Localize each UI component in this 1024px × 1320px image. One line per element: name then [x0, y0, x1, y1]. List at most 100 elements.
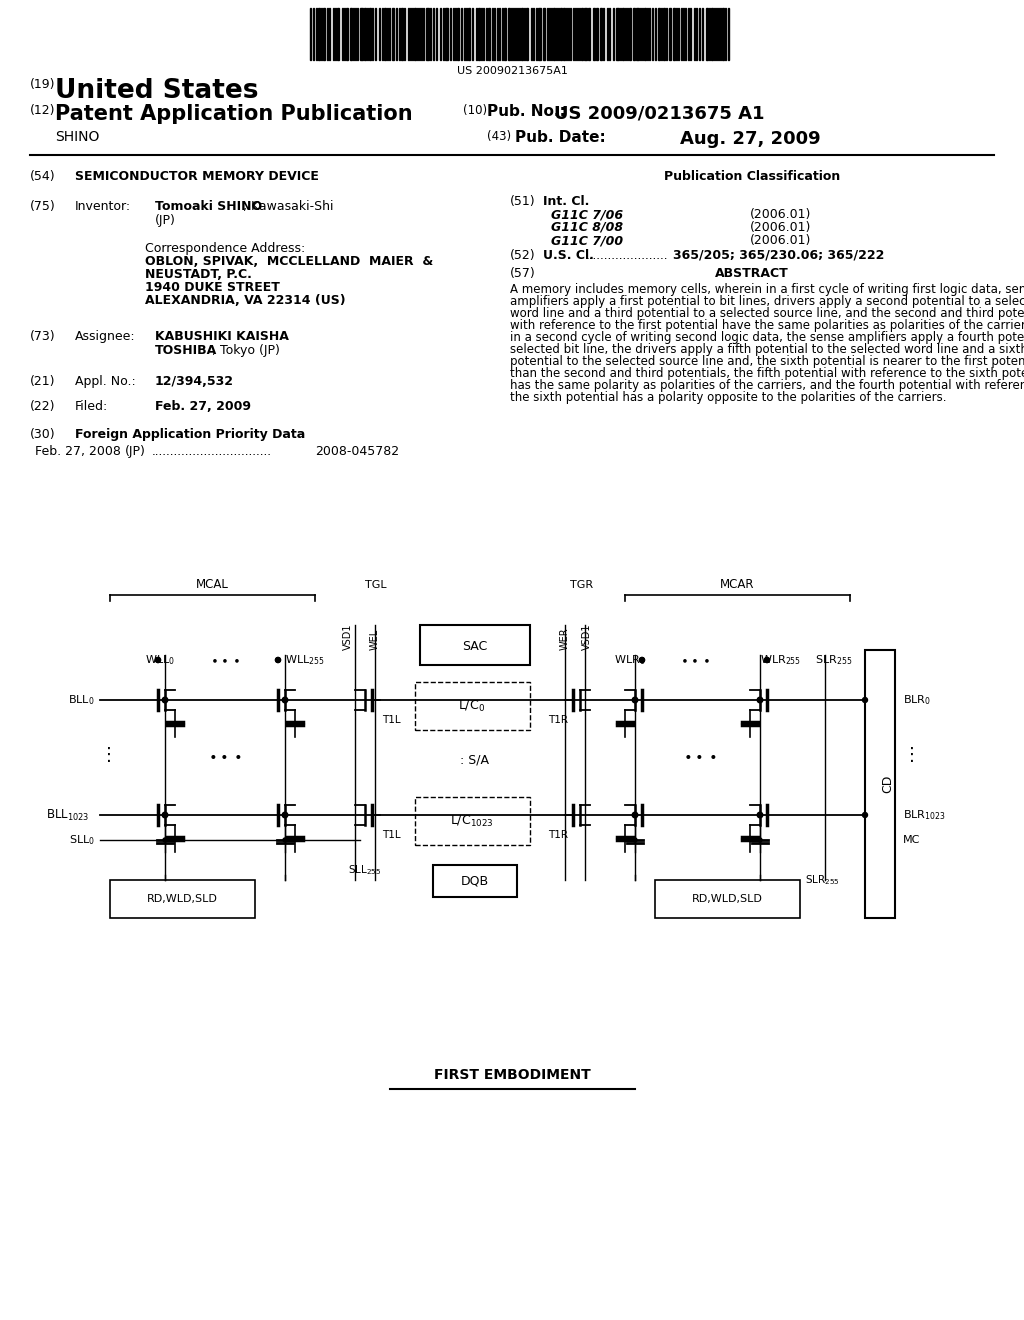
Circle shape	[640, 657, 644, 663]
Text: amplifiers apply a first potential to bit lines, drivers apply a second potentia: amplifiers apply a first potential to bi…	[510, 294, 1024, 308]
Text: $\vdots$: $\vdots$	[99, 746, 111, 764]
Text: $\bullet\bullet\bullet$: $\bullet\bullet\bullet$	[210, 653, 241, 667]
Text: KABUSHIKI KAISHA: KABUSHIKI KAISHA	[155, 330, 289, 343]
Text: Patent Application Publication: Patent Application Publication	[55, 104, 413, 124]
Bar	[433, 865, 517, 898]
Text: G11C 7/06: G11C 7/06	[551, 209, 624, 220]
Bar	[521, 8, 523, 59]
Text: WEL: WEL	[370, 628, 380, 649]
Bar	[616, 8, 618, 59]
Circle shape	[862, 697, 867, 702]
Text: WLL$_0$: WLL$_0$	[145, 653, 175, 667]
Circle shape	[632, 697, 638, 702]
Text: : S/A: : S/A	[461, 754, 489, 767]
Circle shape	[862, 813, 867, 817]
Text: $\bullet\bullet\bullet$: $\bullet\bullet\bullet$	[208, 748, 242, 762]
Bar	[865, 649, 895, 917]
Bar	[711, 8, 713, 59]
Text: BLL$_0$: BLL$_0$	[69, 693, 95, 708]
Text: $\vdots$: $\vdots$	[902, 746, 914, 764]
Text: CD: CD	[882, 775, 895, 793]
Bar	[420, 624, 530, 665]
Text: T1R: T1R	[548, 715, 568, 725]
Bar	[588, 8, 590, 59]
Text: SAC: SAC	[463, 639, 487, 652]
Circle shape	[156, 657, 161, 663]
Text: T1L: T1L	[382, 830, 400, 840]
Circle shape	[162, 812, 168, 818]
Bar	[600, 8, 602, 59]
Bar	[110, 880, 255, 917]
Text: T1R: T1R	[548, 830, 568, 840]
Text: US 20090213675A1: US 20090213675A1	[457, 66, 567, 77]
Text: (JP): (JP)	[125, 445, 145, 458]
Text: word line and a third potential to a selected source line, and the second and th: word line and a third potential to a sel…	[510, 308, 1024, 319]
Bar	[538, 8, 541, 59]
Bar	[478, 8, 480, 59]
Text: RD,WLD,SLD: RD,WLD,SLD	[691, 894, 763, 904]
Bar	[706, 8, 708, 59]
Text: has the same polarity as polarities of the carriers, and the fourth potential wi: has the same polarity as polarities of t…	[510, 379, 1024, 392]
Circle shape	[283, 697, 288, 702]
Text: (19): (19)	[30, 78, 55, 91]
Text: WLR$_0$: WLR$_0$	[614, 653, 646, 667]
Text: SHINO: SHINO	[55, 129, 99, 144]
Text: 1940 DUKE STREET: 1940 DUKE STREET	[145, 281, 280, 294]
Bar	[543, 8, 545, 59]
Text: WER: WER	[560, 627, 570, 649]
Bar	[655, 880, 800, 917]
Text: 365/205; 365/230.06; 365/222: 365/205; 365/230.06; 365/222	[673, 249, 885, 261]
Text: G11C 7/00: G11C 7/00	[551, 234, 624, 247]
Text: (51): (51)	[510, 195, 536, 209]
Circle shape	[283, 838, 287, 842]
Bar	[445, 8, 449, 59]
Text: ABSTRACT: ABSTRACT	[715, 267, 788, 280]
Text: (73): (73)	[30, 330, 55, 343]
Bar	[468, 8, 470, 59]
Text: $\bullet\bullet\bullet$: $\bullet\bullet\bullet$	[683, 748, 717, 762]
Bar	[426, 8, 429, 59]
Bar	[369, 8, 371, 59]
Text: Pub. Date:: Pub. Date:	[515, 129, 606, 145]
Text: (57): (57)	[510, 267, 536, 280]
Bar	[722, 8, 724, 59]
Text: MC: MC	[903, 836, 921, 845]
Circle shape	[765, 657, 769, 663]
Text: Filed:: Filed:	[75, 400, 109, 413]
Bar	[323, 8, 325, 59]
Bar	[508, 8, 510, 59]
Text: (2006.01): (2006.01)	[750, 220, 811, 234]
Text: Assignee:: Assignee:	[75, 330, 135, 343]
Bar	[633, 8, 635, 59]
Bar	[553, 8, 555, 59]
Text: SLL$_0$: SLL$_0$	[69, 833, 95, 847]
Text: L/C$_0$: L/C$_0$	[459, 698, 485, 714]
Text: NEUSTADT, P.C.: NEUSTADT, P.C.	[145, 268, 252, 281]
Bar	[563, 8, 565, 59]
Text: OBLON, SPIVAK,  MCCLELLAND  MAIER  &: OBLON, SPIVAK, MCCLELLAND MAIER &	[145, 255, 433, 268]
Bar	[457, 8, 459, 59]
Text: T1L: T1L	[382, 715, 400, 725]
Bar	[663, 8, 665, 59]
Text: SLR$_{255}$: SLR$_{255}$	[815, 653, 852, 667]
Bar	[414, 8, 416, 59]
Text: 2008-045782: 2008-045782	[315, 445, 399, 458]
Text: SLR$_{255}$: SLR$_{255}$	[805, 873, 840, 887]
Text: potential to the selected source line and, the sixth potential is nearer to the : potential to the selected source line an…	[510, 355, 1024, 368]
Text: Pub. No.:: Pub. No.:	[487, 104, 565, 119]
Bar	[593, 8, 595, 59]
Bar	[392, 8, 394, 59]
Text: (2006.01): (2006.01)	[750, 209, 811, 220]
Text: (21): (21)	[30, 375, 55, 388]
Text: Tomoaki SHINO: Tomoaki SHINO	[155, 201, 262, 213]
Bar	[350, 8, 352, 59]
Text: U.S. Cl.: U.S. Cl.	[543, 249, 594, 261]
Bar	[318, 8, 319, 59]
Circle shape	[275, 657, 281, 663]
Text: Foreign Application Priority Data: Foreign Application Priority Data	[75, 428, 305, 441]
Text: (2006.01): (2006.01)	[750, 234, 811, 247]
Text: ALEXANDRIA, VA 22314 (US): ALEXANDRIA, VA 22314 (US)	[145, 294, 346, 308]
Bar	[346, 8, 348, 59]
Bar	[581, 8, 583, 59]
Text: than the second and third potentials, the fifth potential with reference to the : than the second and third potentials, th…	[510, 367, 1024, 380]
